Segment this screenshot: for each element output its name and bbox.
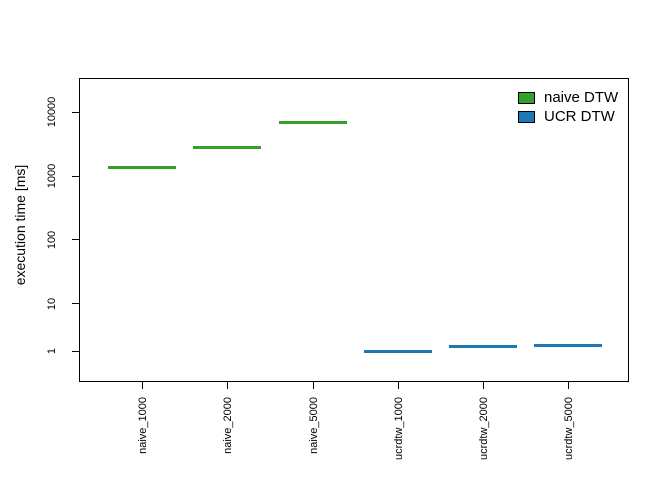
- x-tick-mark: [397, 382, 399, 389]
- legend-row-ucr-dtw: UCR DTW: [518, 107, 618, 126]
- plot-area: [79, 78, 629, 382]
- x-tick-label-naive_1000: naive_1000: [136, 397, 149, 454]
- y-tick-mark: [72, 303, 79, 304]
- y-tick-label: 1000: [46, 163, 58, 189]
- y-tick-mark: [72, 175, 79, 177]
- boxplot-median-naive_2000: [193, 146, 261, 150]
- legend-row-naive-dtw: naive DTW: [518, 88, 618, 107]
- legend-swatch-naive-dtw-icon: [518, 91, 535, 104]
- x-tick-label-ucrdtw_2000: ucrdtw_2000: [477, 397, 490, 460]
- legend-label-ucr-dtw: UCR DTW: [544, 108, 615, 125]
- y-tick-label: 100: [46, 230, 58, 249]
- x-tick-label-ucrdtw_1000: ucrdtw_1000: [392, 397, 405, 460]
- x-tick-label-naive_2000: naive_2000: [221, 397, 234, 454]
- boxplot-median-ucrdtw_1000: [364, 349, 432, 353]
- boxplot-median-ucrdtw_5000: [534, 344, 602, 348]
- boxplot-median-naive_1000: [108, 165, 176, 169]
- x-tick-label-naive_5000: naive_5000: [307, 397, 320, 454]
- y-tick-mark: [72, 111, 79, 113]
- legend-swatch-ucr-dtw-icon: [518, 110, 535, 123]
- y-tick-label: 1: [46, 347, 58, 355]
- y-tick-label: 10000: [46, 97, 58, 128]
- x-tick-label-ucrdtw_5000: ucrdtw_5000: [562, 397, 575, 460]
- y-tick-label: 10: [46, 297, 58, 310]
- y-tick-mark: [72, 350, 79, 352]
- y-tick-mark: [72, 239, 79, 241]
- legend: naive DTW UCR DTW: [518, 88, 618, 126]
- x-tick-mark: [226, 382, 228, 389]
- boxplot-median-naive_5000: [279, 120, 347, 124]
- boxplot-median-ucrdtw_2000: [449, 344, 517, 348]
- x-tick-mark: [567, 382, 569, 389]
- legend-label-naive-dtw: naive DTW: [544, 89, 619, 106]
- y-axis-title: execution time [ms]: [12, 164, 28, 286]
- x-tick-mark: [312, 382, 314, 389]
- x-tick-mark: [482, 382, 484, 389]
- x-tick-mark: [141, 382, 143, 389]
